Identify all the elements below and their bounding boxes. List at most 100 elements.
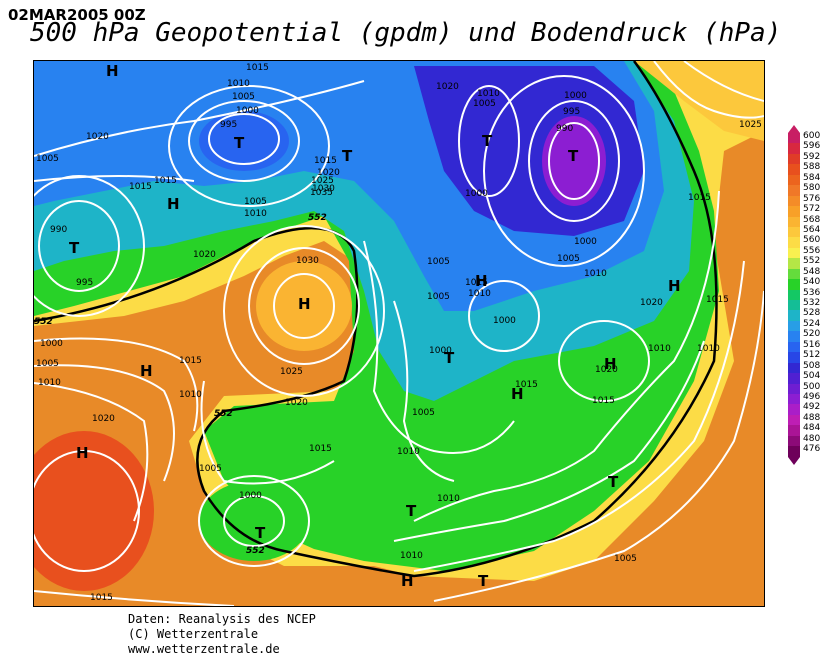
pressure-label-high: H: [511, 385, 524, 403]
pressure-label-high: H: [401, 572, 414, 590]
isobar-label: 1005: [614, 554, 637, 564]
colorbar-step: 504: [784, 371, 822, 384]
pressure-label-low: T: [342, 147, 353, 165]
contour-552-label: 552: [246, 546, 265, 556]
isobar-label: 1005: [427, 257, 450, 267]
isobar-label: 1015: [592, 396, 615, 406]
colorbar-swatch: [788, 414, 800, 426]
isobar-label: 1005: [427, 292, 450, 302]
isobar-label: 1000: [564, 91, 587, 101]
isobar-label: 1020: [92, 414, 115, 424]
isobar-label: 1005: [199, 464, 222, 474]
pressure-label-low: T: [69, 239, 80, 257]
colorbar-level-label: 564: [803, 224, 821, 235]
isobar-label: 1010: [468, 289, 491, 299]
contour-552-label: 552: [308, 213, 327, 223]
colorbar-level-label: 516: [803, 339, 821, 350]
isobar-label: 1010: [227, 79, 250, 89]
map-canvas: H T T H T T H H H T H H H H T T T H T H …: [34, 61, 764, 606]
isobar-label: 1010: [397, 447, 420, 457]
isobar-label: 1015: [90, 593, 113, 603]
isobar-label: 1000: [465, 189, 488, 199]
isobars: [34, 61, 764, 606]
colorbar-level-label: 536: [803, 287, 821, 298]
colorbar-swatch: [788, 446, 800, 457]
colorbar-level-label: 480: [803, 433, 821, 444]
pressure-label-high: H: [604, 355, 617, 373]
isobar-label: 1015: [309, 444, 332, 454]
colorbar-step: 488: [784, 413, 822, 426]
isobar-label: 1020: [86, 132, 109, 142]
pressure-label-low: T: [406, 502, 417, 520]
contour-552-label: 552: [214, 409, 233, 419]
isobar-label: 1015: [129, 182, 152, 192]
colorbar-swatch: [788, 320, 800, 332]
low-core-north: [199, 111, 289, 171]
isobar-label: 1010: [648, 344, 671, 354]
isobar-label: 995: [563, 107, 580, 117]
colorbar-step: 508: [784, 361, 822, 374]
colorbar-swatch: [788, 174, 800, 186]
colorbar-step: 548: [784, 267, 822, 280]
pressure-label-low: T: [444, 349, 455, 367]
colorbar-step: 500: [784, 381, 822, 394]
chart-date: 02MAR2005 00Z: [8, 6, 146, 24]
footer-credits: Daten: Reanalysis des NCEP (C) Wetterzen…: [128, 612, 316, 657]
colorbar-level-label: 596: [803, 141, 821, 152]
isobar-label: 995: [76, 278, 93, 288]
isobar-label: 1010: [244, 209, 267, 219]
pressure-label-high: H: [298, 295, 311, 313]
colorbar-swatch: [788, 310, 800, 321]
contour-552-label: 552: [34, 317, 53, 327]
colorbar-swatch: [788, 341, 800, 353]
colorbar-swatch: [788, 300, 800, 311]
purple-core: [542, 116, 606, 206]
isobar-label: 1020: [436, 82, 459, 92]
isobar-label: 1020: [317, 168, 340, 178]
colorbar-step: 576: [784, 193, 822, 207]
colorbar-legend: 600 596 592 588 584 580 576 572 568 564 560 556 552 5…: [784, 125, 822, 465]
pressure-label-high: H: [167, 195, 180, 213]
colorbar-step: 560: [784, 235, 822, 248]
colorbar-swatch: [788, 195, 800, 207]
colorbar-step: 512: [784, 350, 822, 363]
colorbar-swatch: [788, 226, 800, 238]
colorbar-step: 480: [784, 433, 822, 447]
isobar-label: 1010: [477, 89, 500, 99]
isobar-label: 1020: [640, 298, 663, 308]
isobar-label: 1000: [493, 316, 516, 326]
colorbar-step: 516: [784, 339, 822, 353]
low-core-south: [199, 481, 309, 561]
colorbar-level-label: 592: [803, 151, 821, 162]
isobar-label: 1005: [232, 92, 255, 102]
pressure-label-high: H: [76, 444, 89, 462]
colorbar-step: 476: [784, 444, 822, 457]
isobar-label: 1025: [311, 176, 334, 186]
colorbar-step: 556: [784, 246, 822, 259]
isobar-label: 1000: [236, 106, 259, 116]
pressure-label-high: H: [475, 272, 488, 290]
isobar-label: 1010: [437, 494, 460, 504]
colorbar-swatch: [788, 237, 800, 248]
colorbar-step: 520: [784, 329, 822, 342]
colorbar-level-label: 500: [803, 381, 821, 392]
colorbar-swatch: [788, 352, 800, 363]
footer-copyright: (C) Wetterzentrale: [128, 627, 259, 641]
colorbar-swatch: [788, 425, 800, 436]
colorbar-swatch: [788, 331, 800, 342]
colorbar-step: 484: [784, 423, 822, 436]
colorbar-level-label: 576: [803, 193, 821, 204]
isobar-label: 1010: [697, 344, 720, 354]
pressure-label-low: T: [568, 147, 579, 165]
colorbar-step: 600: [784, 131, 822, 144]
colorbar-swatch: [788, 247, 800, 259]
isobar-label: 1005: [244, 197, 267, 207]
colorbar-level-label: 512: [803, 350, 821, 361]
pressure-label-low: T: [482, 132, 493, 150]
isobar-label: 1015: [179, 356, 202, 366]
isobar-label: 1005: [36, 154, 59, 164]
isobar-label: 1015: [515, 380, 538, 390]
isobar-label: 1005: [412, 408, 435, 418]
isobar-label: 1005: [36, 359, 59, 369]
isobar-label: 995: [220, 120, 237, 130]
